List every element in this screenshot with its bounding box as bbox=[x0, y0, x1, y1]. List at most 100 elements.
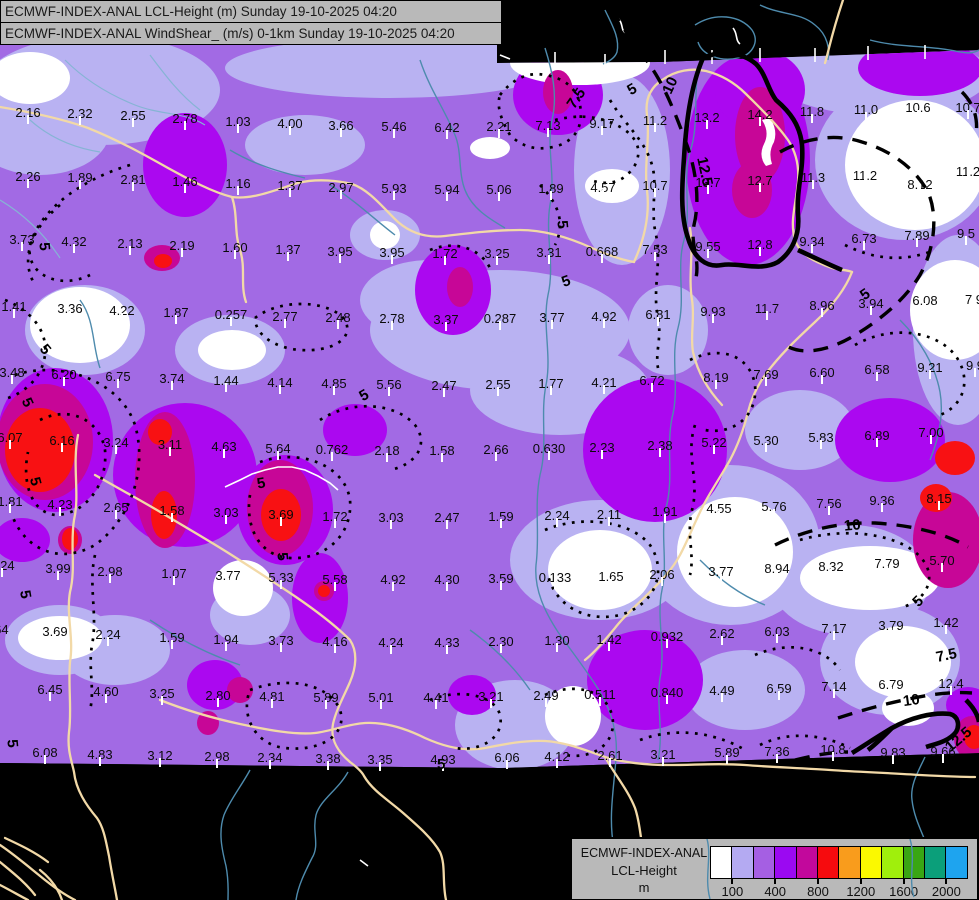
station-value: 11.0 bbox=[853, 102, 879, 117]
station-value: 5.83 bbox=[808, 430, 834, 445]
station-tick-mark bbox=[225, 642, 227, 651]
station-tick-mark bbox=[129, 246, 131, 255]
station-value: 1.89 bbox=[67, 170, 93, 185]
station-value: 3.69 bbox=[268, 507, 294, 522]
title-bar-lcl: ECMWF-INDEX-ANAL LCL-Height (m) Sunday 1… bbox=[0, 0, 502, 23]
station-tick-mark bbox=[446, 130, 448, 139]
station-tick-mark bbox=[821, 375, 823, 384]
station-value: 7.9 bbox=[964, 292, 979, 307]
station-value: 1.59 bbox=[488, 509, 514, 524]
station-value: 4.33 bbox=[434, 635, 460, 650]
station-value: 7.69 bbox=[753, 367, 779, 382]
station-value: 2.81 bbox=[120, 172, 146, 187]
station-tick-mark bbox=[601, 450, 603, 459]
legend-swatch bbox=[881, 846, 904, 879]
station-tick-mark bbox=[599, 697, 601, 706]
station-value: 2.78 bbox=[379, 311, 405, 326]
station-value: 9.34 bbox=[799, 234, 825, 249]
station-value: 4.55 bbox=[706, 501, 732, 516]
station-tick-mark bbox=[720, 574, 722, 583]
station-value: 8.96 bbox=[809, 298, 835, 313]
station-tick-mark bbox=[876, 438, 878, 447]
station-value: 6.73 bbox=[851, 231, 877, 246]
station-value: 2.06 bbox=[649, 567, 675, 582]
station-tick-mark bbox=[132, 118, 134, 127]
station-tick-mark bbox=[821, 308, 823, 317]
station-tick-mark bbox=[117, 379, 119, 388]
station-tick-mark bbox=[917, 110, 919, 119]
station-value: 3.74 bbox=[159, 371, 185, 386]
station-value: 11.2 bbox=[642, 113, 668, 128]
station-value: 2.62 bbox=[709, 626, 735, 641]
station-tick-mark bbox=[9, 504, 11, 513]
station-tick-mark bbox=[556, 643, 558, 652]
station-tick-mark bbox=[499, 321, 501, 330]
station-tick-mark bbox=[446, 645, 448, 654]
legend-tick-label: 800 bbox=[807, 884, 829, 899]
station-tick-mark bbox=[864, 178, 866, 187]
station-value: 7.89 bbox=[904, 228, 930, 243]
station-value: 2.13 bbox=[117, 236, 143, 251]
station-tick-mark bbox=[61, 443, 63, 452]
station-tick-mark bbox=[230, 317, 232, 326]
station-value: 2.66 bbox=[483, 442, 509, 457]
station-value: 2.18 bbox=[374, 443, 400, 458]
station-value: 1.65 bbox=[598, 569, 624, 584]
station-tick-mark bbox=[811, 244, 813, 253]
station-tick-mark bbox=[380, 700, 382, 709]
legend-tick bbox=[817, 879, 819, 884]
station-tick-mark bbox=[916, 238, 918, 247]
contour-label: 5 bbox=[3, 738, 22, 749]
station-value: 2.24 bbox=[95, 627, 121, 642]
station-tick-mark bbox=[57, 571, 59, 580]
station-tick-mark bbox=[175, 315, 177, 324]
station-tick-mark bbox=[820, 440, 822, 449]
station-value: 3.25 bbox=[149, 686, 175, 701]
station-value: 3.03 bbox=[378, 510, 404, 525]
station-tick-mark bbox=[666, 695, 668, 704]
station-tick-mark bbox=[506, 760, 508, 769]
station-value: 3.73 bbox=[9, 232, 35, 247]
red-regions bbox=[5, 254, 979, 749]
station-value: 5.56 bbox=[376, 377, 402, 392]
station-tick-mark bbox=[289, 126, 291, 135]
legend-subtitle: LCL-Height bbox=[611, 863, 677, 878]
station-tick-mark bbox=[602, 190, 604, 199]
station-value: 2.24 bbox=[544, 508, 570, 523]
station-value: 1.58 bbox=[159, 503, 185, 518]
contour-label: 5 bbox=[35, 241, 54, 252]
station-tick-mark bbox=[115, 510, 117, 519]
legend-swatch bbox=[752, 846, 775, 879]
station-value: 6.03 bbox=[764, 624, 790, 639]
station-value: 1.60 bbox=[222, 240, 248, 255]
station-value: 2.11 bbox=[596, 507, 622, 522]
legend-swatch bbox=[945, 846, 969, 879]
station-tick-mark bbox=[441, 453, 443, 462]
station-tick-mark bbox=[608, 517, 610, 526]
station-tick-mark bbox=[280, 517, 282, 526]
station-tick-mark bbox=[603, 319, 605, 328]
station-tick-mark bbox=[331, 452, 333, 461]
station-value: 0.257 bbox=[214, 307, 248, 322]
station-tick-mark bbox=[661, 577, 663, 586]
station-value: 3.79 bbox=[878, 618, 904, 633]
station-value: 2.97 bbox=[328, 180, 354, 195]
station-value: 5.70 bbox=[929, 553, 955, 568]
station-value: 11.8 bbox=[799, 104, 825, 119]
station-tick-mark bbox=[289, 188, 291, 197]
station-tick-mark bbox=[173, 576, 175, 585]
station-value: 6.42 bbox=[434, 120, 460, 135]
station-tick-mark bbox=[765, 377, 767, 386]
station-tick-mark bbox=[11, 375, 13, 384]
legend-tick-label: 100 bbox=[721, 884, 744, 899]
station-tick-mark bbox=[277, 451, 279, 460]
legend-tick-label: 400 bbox=[764, 884, 787, 899]
station-tick-mark bbox=[49, 692, 51, 701]
station-value: 8.94 bbox=[764, 561, 790, 576]
station-value: 2.23 bbox=[589, 440, 615, 455]
title-text-windshear: ECMWF-INDEX-ANAL WindShear_ (m/s) 0-1km … bbox=[5, 26, 455, 41]
station-tick-mark bbox=[706, 120, 708, 129]
station-value: 0.762 bbox=[315, 442, 349, 457]
station-value: 6.07 bbox=[0, 430, 23, 445]
